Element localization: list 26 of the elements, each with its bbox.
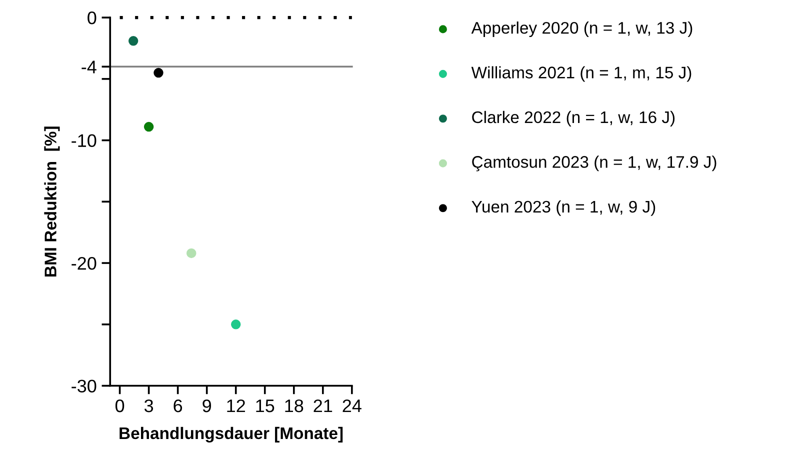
y-axis-title: BMI Reduktion [%] <box>44 126 60 276</box>
x-tick-label: 18 <box>285 399 304 412</box>
point <box>230 320 241 330</box>
x-tick-label: 12 <box>227 399 245 412</box>
legend-label: Çamtosun 2023 (n = 1, w, 17.9 J) <box>472 156 716 172</box>
point <box>186 248 196 258</box>
legend-label: Clarke 2022 (n = 1, w, 16 J) <box>472 110 675 126</box>
legend-label: Williams 2021 (n = 1, m, 15 J) <box>471 66 692 82</box>
legend-label: Apperley 2020 (n = 1, w, 13 J) <box>471 22 692 38</box>
x-axis-title: Behandlungsdauer [Monate] <box>120 426 343 443</box>
x-tick-label: 24 <box>342 399 362 412</box>
y-tick-label: -10 <box>72 134 96 148</box>
legend-label: Yuen 2023 (n = 1, w, 9 J) <box>472 200 656 216</box>
y-tick-label: 0 <box>88 11 96 24</box>
x-tick-label: 0 <box>115 399 124 412</box>
point <box>128 36 138 46</box>
x-tick-label: 6 <box>174 399 182 412</box>
x-tick-label: 9 <box>202 399 212 412</box>
x-tick-label: 15 <box>256 400 274 412</box>
x-tick-label: 21 <box>314 399 332 412</box>
y-tick-label: -30 <box>72 380 96 392</box>
point <box>144 122 154 132</box>
y-tick-label: -4 <box>82 60 96 74</box>
point <box>154 68 164 78</box>
y-tick-label: -20 <box>72 256 96 270</box>
x-tick-label: 3 <box>144 399 154 412</box>
